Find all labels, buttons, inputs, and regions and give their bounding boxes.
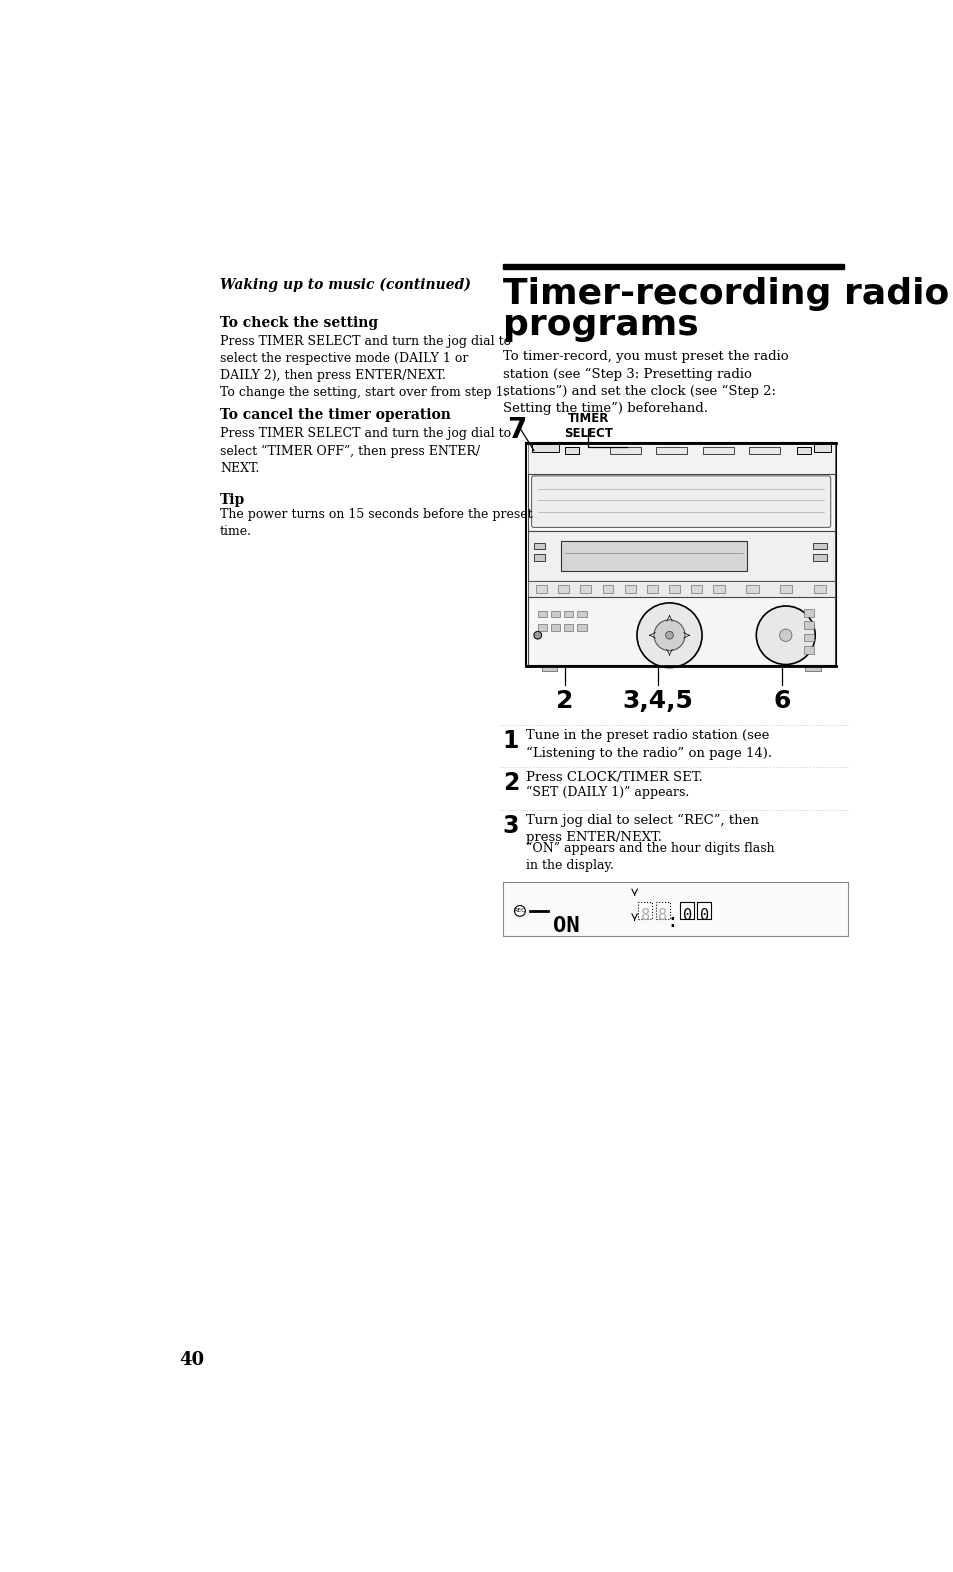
Text: 3: 3 [502,814,518,838]
Bar [802,646,814,654]
Bar [537,624,546,630]
Bar [527,473,834,531]
Bar [638,902,652,918]
Bar [748,448,780,453]
Bar [802,634,814,641]
Text: 3,4,5: 3,4,5 [621,689,693,714]
Bar [697,902,711,918]
Text: TIMER
SELECT: TIMER SELECT [563,412,612,440]
Bar [624,585,635,593]
Bar [780,585,792,593]
Text: “ON” appears and the hour digits flash
in the display.: “ON” appears and the hour digits flash i… [525,841,774,872]
Bar [577,624,586,630]
Text: “SET (DAILY 1)” appears.: “SET (DAILY 1)” appears. [525,786,689,800]
Bar [502,264,843,269]
Text: 2: 2 [556,689,573,714]
Bar [691,585,701,593]
Bar [813,585,825,593]
Text: Turn jog dial to select “REC”, then
press ENTER/NEXT.: Turn jog dial to select “REC”, then pres… [525,814,759,844]
Bar [550,624,559,630]
Text: To check the setting: To check the setting [220,316,377,330]
Text: To cancel the timer operation: To cancel the timer operation [220,409,451,423]
Circle shape [665,632,673,640]
Text: 1: 1 [502,729,518,753]
Bar [679,902,694,918]
Circle shape [779,629,791,641]
Circle shape [534,632,541,640]
Bar [655,902,669,918]
Bar [563,624,573,630]
Circle shape [756,605,815,665]
Bar [797,448,810,453]
Text: Tune in the preset radio station (see
“Listening to the radio” on page 14).: Tune in the preset radio station (see “L… [525,729,771,759]
Circle shape [654,619,684,651]
Bar [745,585,758,593]
Text: 2: 2 [502,770,518,795]
Bar [525,443,835,667]
Bar [609,448,640,453]
Text: :: : [666,912,678,932]
Bar [527,531,834,582]
Text: programs: programs [502,308,698,343]
Bar [550,610,559,616]
Bar [534,555,545,561]
Bar [814,445,831,453]
Bar [812,555,826,561]
Bar [532,445,558,453]
Text: Waking up to music (continued): Waking up to music (continued) [220,277,471,291]
Text: Press TIMER SELECT and turn the jog dial to
select the respective mode (DAILY 1 : Press TIMER SELECT and turn the jog dial… [220,335,511,399]
Text: Timer-recording radio: Timer-recording radio [502,277,948,311]
Text: Press TIMER SELECT and turn the jog dial to
select “TIMER OFF”, then press ENTER: Press TIMER SELECT and turn the jog dial… [220,428,511,475]
Bar [536,585,546,593]
Text: 0: 0 [700,907,708,923]
Bar [602,585,613,593]
Bar [804,667,820,671]
Bar [802,608,814,616]
Bar [527,597,834,665]
Bar [541,667,557,671]
Text: 7: 7 [506,415,525,443]
Bar [646,585,657,593]
Bar [527,582,834,597]
Text: REC: REC [513,909,526,913]
Text: 0: 0 [682,907,691,923]
Bar [712,585,724,593]
Bar [656,448,686,453]
Bar [579,585,591,593]
Bar [560,541,746,571]
Circle shape [637,604,701,668]
Bar [802,621,814,629]
Bar [527,445,834,473]
Bar [702,448,733,453]
Text: 6: 6 [772,689,790,714]
Text: Tip: Tip [220,492,245,506]
Bar [577,610,586,616]
Bar [537,610,546,616]
Circle shape [514,905,525,916]
Text: The power turns on 15 seconds before the preset
time.: The power turns on 15 seconds before the… [220,508,532,538]
Bar [502,882,847,937]
Text: To timer-record, you must preset the radio
station (see “Step 3: Presetting radi: To timer-record, you must preset the rad… [502,351,788,415]
Bar [812,542,826,549]
Text: ON: ON [553,915,579,935]
Text: 40: 40 [179,1352,205,1369]
Bar [564,448,578,453]
FancyBboxPatch shape [531,476,830,528]
Text: Press CLOCK/TIMER SET.: Press CLOCK/TIMER SET. [525,770,702,784]
Bar [668,585,679,593]
Bar [558,585,569,593]
Bar [534,542,545,549]
Bar [563,610,573,616]
Text: 8: 8 [658,907,666,923]
Text: 8: 8 [640,907,649,923]
